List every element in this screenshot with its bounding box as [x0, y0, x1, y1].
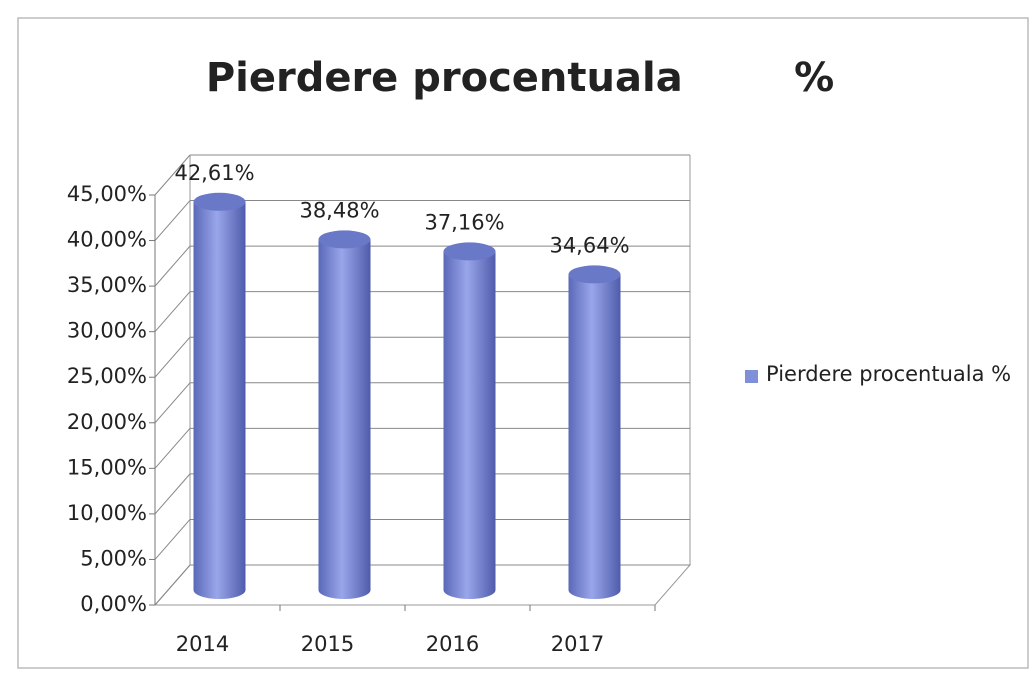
- chart-frame: [17, 17, 1029, 669]
- cylinder-top: [318, 230, 371, 249]
- grid-line: [154, 245, 191, 287]
- y-tick-label: 45,00%: [67, 182, 147, 206]
- cylinder-body: [568, 274, 621, 599]
- x-tick-label: 2014: [176, 632, 229, 656]
- cylinder-body: [443, 251, 496, 600]
- data-label: 34,64%: [549, 233, 629, 257]
- cylinder-top: [193, 192, 246, 211]
- cylinder-body: [193, 201, 246, 599]
- y-tick-label: 35,00%: [67, 273, 147, 297]
- y-tick-label: 15,00%: [67, 455, 147, 479]
- chart-title: Pierdere procentuala %: [206, 55, 834, 101]
- cylinder-body: [318, 239, 371, 599]
- grid-line: [154, 291, 191, 332]
- legend: Pierdere procentuala %: [745, 362, 1015, 386]
- grid-line: [154, 336, 191, 378]
- legend-swatch: [745, 370, 758, 383]
- data-label: 37,16%: [424, 210, 504, 234]
- grid-line: [154, 519, 191, 560]
- grid-line: [154, 154, 191, 196]
- data-label: 38,48%: [299, 198, 379, 222]
- y-tick-label: 0,00%: [80, 592, 147, 616]
- x-tick-label: 2017: [551, 632, 604, 656]
- legend-label: Pierdere procentuala %: [766, 362, 1012, 386]
- data-label: 42,61%: [174, 161, 254, 185]
- cylinder-top: [443, 242, 496, 261]
- y-tick-label: 10,00%: [67, 501, 147, 525]
- y-tick-label: 20,00%: [67, 410, 147, 434]
- y-tick-label: 40,00%: [67, 228, 147, 252]
- cylinder-top: [568, 265, 621, 284]
- plot-area: 0,00% 5,00% 10,00% 15,00% 20,00% 25,00% 30,00%…: [67, 154, 692, 656]
- x-tick-label: 2015: [301, 632, 354, 656]
- x-tick-label: 2016: [426, 632, 479, 656]
- grid-line: [154, 564, 191, 606]
- grid-line: [154, 428, 191, 469]
- y-tick-label: 5,00%: [80, 546, 147, 570]
- y-tick-label: 25,00%: [67, 364, 147, 388]
- grid-line: [154, 382, 191, 424]
- grid-line: [154, 200, 191, 241]
- y-tick-label: 30,00%: [67, 319, 147, 343]
- grid-line: [154, 473, 191, 515]
